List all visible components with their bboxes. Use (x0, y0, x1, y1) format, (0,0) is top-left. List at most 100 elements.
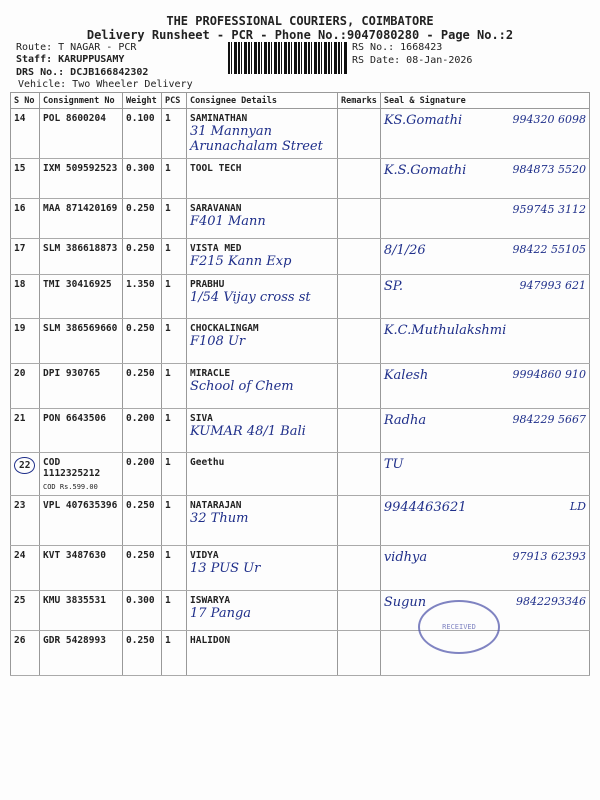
serial-number: 18 (14, 279, 26, 290)
serial-number: 20 (14, 368, 26, 379)
handwritten-address: 1/54 Vijay cross st (190, 290, 311, 305)
handwritten-phone: 9842293346 (516, 595, 586, 608)
handwritten-address: School of Chem (190, 379, 294, 394)
serial-number: 14 (14, 113, 26, 124)
weight: 0.250 (122, 630, 162, 676)
table-row: 21 PON 6643506 0.200 1 SIVA KUMAR 48/1 Ba… (10, 408, 591, 453)
consignee-name: ISWARYA (190, 595, 231, 606)
remarks (337, 630, 381, 676)
handwritten-phone: 984229 5667 (512, 413, 586, 426)
handwritten-address: 32 Thum (190, 511, 249, 526)
signature: K.C.Muthulakshmi (383, 323, 507, 338)
weight: 1.350 (122, 274, 162, 319)
serial-number: 16 (14, 203, 26, 214)
handwritten-phone: 959745 3112 (512, 203, 586, 216)
table-row: 15 IXM 509592523 0.300 1 TOOL TECH K.S.G… (10, 158, 591, 199)
signature: KS.Gomathi (383, 113, 463, 128)
col-consignment: Consignment No (39, 92, 123, 109)
consignment-number: DPI 930765 (43, 368, 101, 379)
signature: K.S.Gomathi (383, 163, 467, 178)
consignee-name: NATARAJAN (190, 500, 242, 511)
weight: 0.300 (122, 590, 162, 631)
handwritten-phone: 98422 55105 (512, 243, 586, 256)
rs-number: RS No.: 1668423 (352, 42, 443, 53)
consignee-name: PRABHU (190, 279, 225, 290)
consignee-name: CHOCKALINGAM (190, 323, 259, 334)
cod-amount: COD Rs.599.00 (43, 483, 98, 491)
consignee-name: SIVA (190, 413, 213, 424)
serial-number: 24 (14, 550, 26, 561)
serial-number: 15 (14, 163, 26, 174)
remarks (337, 590, 381, 631)
weight: 0.300 (122, 158, 162, 199)
handwritten-address: 13 PUS Ur (190, 561, 261, 576)
handwritten-phone: LD (569, 500, 586, 513)
serial-number: 19 (14, 323, 26, 334)
runsheet-table: S No Consignment No Weight PCS Consignee… (10, 92, 591, 676)
consignment-number: KMU 3835531 (43, 595, 106, 606)
handwritten-address: F401 Mann (190, 214, 266, 229)
consignment-number: MAA 871420169 (43, 203, 118, 214)
consignment-number: VPL 407635396 (43, 500, 118, 511)
remarks (337, 198, 381, 239)
consignment-number: IXM 509592523 (43, 163, 118, 174)
vehicle: Vehicle: Two Wheeler Delivery (18, 79, 193, 90)
barcode (228, 42, 348, 74)
remarks (337, 238, 381, 275)
pieces: 1 (161, 363, 187, 409)
consignee-name: SAMINATHAN (190, 113, 248, 124)
consignment-number: SLM 386569660 (43, 323, 118, 334)
consignment-number: SLM 386618873 (43, 243, 118, 254)
consignee-name: TOOL TECH (190, 163, 242, 174)
remarks (337, 274, 381, 319)
serial-number: 17 (14, 243, 26, 254)
table-row: 14 POL 8600204 0.100 1 SAMINATHAN 31 Mann… (10, 108, 591, 159)
drs-number: DRS No.: DCJB166842302 (16, 67, 149, 78)
weight: 0.100 (122, 108, 162, 159)
table-row: 16 MAA 871420169 0.250 1 SARAVANAN F401 M… (10, 198, 591, 239)
table-row: 17 SLM 386618873 0.250 1 VISTA MED F215 K… (10, 238, 591, 275)
signature: Sugun (383, 595, 427, 610)
col-remarks: Remarks (337, 92, 381, 109)
table-row: 23 VPL 407635396 0.250 1 NATARAJAN 32 Thu… (10, 495, 591, 546)
pieces: 1 (161, 108, 187, 159)
staff: Staff: KARUPPUSAMY (16, 54, 125, 65)
table-row: 26 GDR 5428993 0.250 1 HALIDON (10, 630, 591, 676)
serial-number: 23 (14, 500, 26, 511)
table-row: 19 SLM 386569660 0.250 1 CHOCKALINGAM F10… (10, 318, 591, 364)
remarks (337, 495, 381, 546)
received-stamp: RECEIVED (418, 600, 500, 654)
remarks (337, 363, 381, 409)
handwritten-address: F108 Ur (190, 334, 246, 349)
company-title: THE PROFESSIONAL COURIERS, COIMBATORE (166, 14, 434, 28)
serial-number: 22 (14, 457, 36, 474)
runsheet-title: Delivery Runsheet - PCR - Phone No.:9047… (86, 28, 514, 42)
pieces: 1 (161, 452, 187, 496)
table-row: 18 TMI 30416925 1.350 1 PRABHU 1/54 Vijay… (10, 274, 591, 319)
rs-date: RS Date: 08-Jan-2026 (352, 55, 473, 66)
remarks (337, 158, 381, 199)
pieces: 1 (161, 198, 187, 239)
signature: TU (383, 457, 404, 472)
weight: 0.200 (122, 408, 162, 453)
serial-number: 26 (14, 635, 26, 646)
col-consignee: Consignee Details (186, 92, 338, 109)
weight: 0.250 (122, 363, 162, 409)
consignment-number: TMI 30416925 (43, 279, 112, 290)
remarks (337, 408, 381, 453)
table-row: 24 KVT 3487630 0.250 1 VIDYA 13 PUS Ur vi… (10, 545, 591, 591)
weight: 0.250 (122, 238, 162, 275)
consignee-name: SARAVANAN (190, 203, 242, 214)
signature: 8/1/26 (383, 243, 426, 258)
handwritten-phone: 984873 5520 (512, 163, 586, 176)
weight: 0.250 (122, 198, 162, 239)
remarks (337, 452, 381, 496)
pieces: 1 (161, 318, 187, 364)
pieces: 1 (161, 158, 187, 199)
consignee-name: MIRACLE (190, 368, 231, 379)
consignee-name: VISTA MED (190, 243, 242, 254)
handwritten-address: F215 Kann Exp (190, 254, 292, 269)
handwritten-phone: 947993 621 (519, 279, 586, 292)
pieces: 1 (161, 630, 187, 676)
consignee-name: HALIDON (190, 635, 231, 646)
